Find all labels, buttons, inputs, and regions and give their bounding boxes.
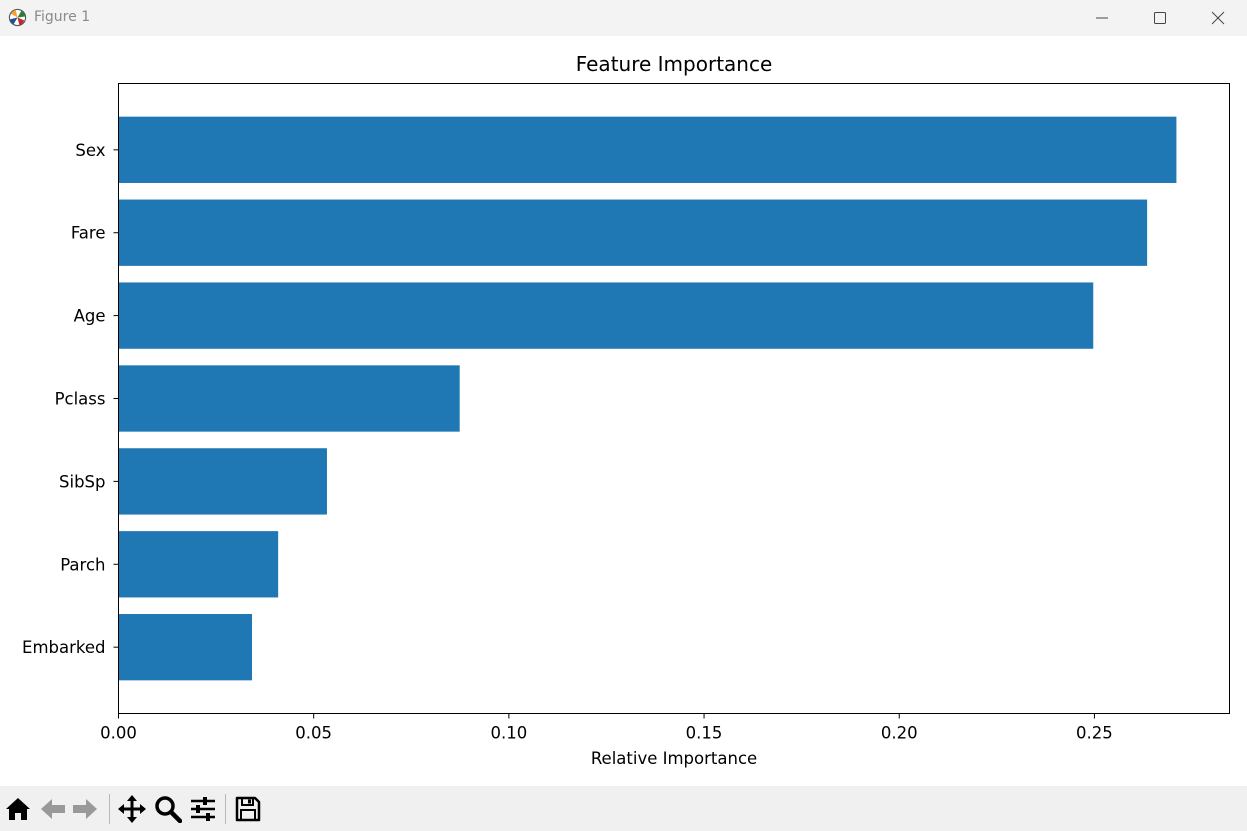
window-title: Figure 1 — [34, 9, 91, 25]
figure-canvas[interactable]: Feature Importance Sex Fare Age Pclass SibSp… — [0, 36, 1247, 786]
bar-age — [118, 282, 1094, 349]
x-tick-label: 0.20 — [881, 724, 918, 743]
bar-embarked — [118, 614, 253, 681]
y-tick-label: Embarked — [22, 638, 105, 657]
zoom-button[interactable] — [153, 794, 183, 824]
x-tick-label: 0.10 — [490, 724, 527, 743]
chart-title: Feature Importance — [576, 52, 773, 76]
toolbar-separator — [225, 794, 226, 824]
y-tick-label: SibSp — [59, 472, 105, 491]
navigation-toolbar — [0, 786, 1247, 831]
home-button[interactable] — [3, 794, 33, 824]
bar-parch — [118, 531, 279, 598]
forward-button[interactable] — [70, 794, 100, 824]
back-icon — [41, 799, 65, 819]
matplotlib-logo-icon — [8, 8, 27, 27]
save-button[interactable] — [233, 794, 263, 824]
pan-button[interactable] — [117, 794, 147, 824]
pan-icon — [118, 795, 146, 823]
x-tick-label: 0.15 — [686, 724, 723, 743]
configure-subplots-button[interactable] — [188, 794, 218, 824]
minimize-icon — [1096, 17, 1108, 19]
save-icon — [235, 796, 261, 822]
close-button[interactable] — [1189, 0, 1247, 36]
maximize-icon — [1154, 12, 1166, 24]
bar-sibsp — [118, 448, 327, 515]
y-tick-label: Fare — [71, 224, 106, 243]
plot-frame — [118, 83, 1230, 714]
toolbar-separator — [109, 794, 110, 824]
window-titlebar: Figure 1 — [0, 0, 1247, 36]
bar-pclass — [118, 365, 460, 432]
y-tick-label: Parch — [60, 555, 105, 574]
bar-fare — [118, 199, 1148, 266]
home-icon — [6, 798, 30, 820]
y-tick-label: Pclass — [55, 390, 106, 409]
close-icon — [1211, 11, 1225, 25]
x-tick-label: 0.00 — [100, 724, 137, 743]
x-tick-label: 0.25 — [1076, 724, 1113, 743]
bar-sex — [118, 116, 1177, 183]
feature-importance-chart: Feature Importance Sex Fare Age Pclass SibSp… — [22, 52, 1230, 768]
minimize-button[interactable] — [1073, 0, 1131, 36]
y-tick-label: Age — [74, 307, 106, 326]
maximize-button[interactable] — [1131, 0, 1189, 36]
back-button[interactable] — [38, 794, 68, 824]
y-tick-label: Sex — [75, 141, 105, 160]
forward-icon — [73, 799, 97, 819]
x-axis-label: Relative Importance — [591, 749, 757, 768]
configure-subplots-icon — [191, 797, 215, 821]
x-tick-label: 0.05 — [295, 724, 332, 743]
zoom-icon — [155, 796, 182, 823]
